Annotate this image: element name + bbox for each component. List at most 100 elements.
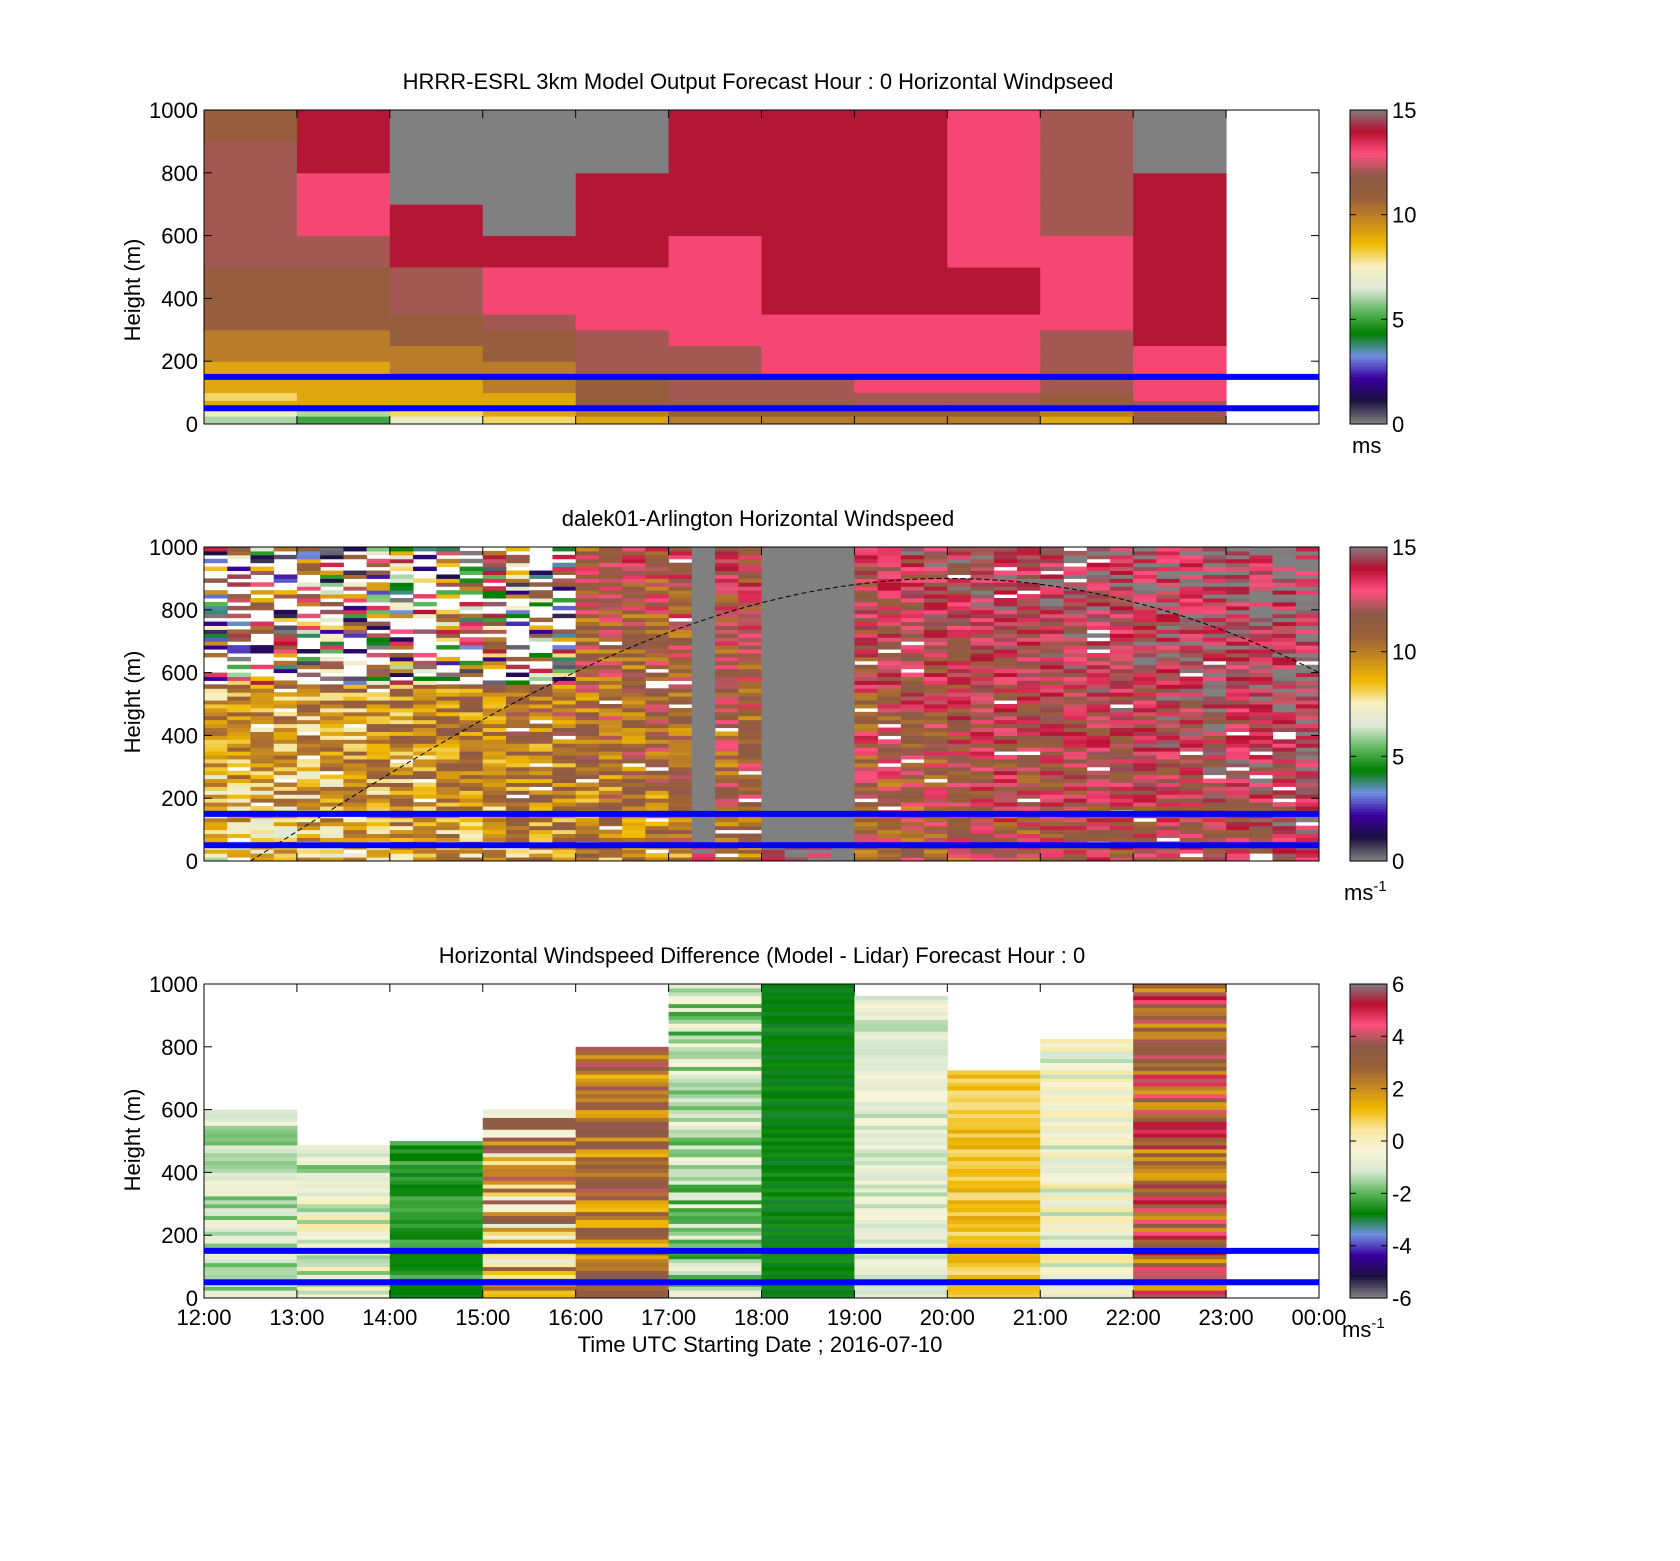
lidar-cell [1156,598,1181,603]
difference-cell [668,1152,762,1158]
colorbar-segment [1350,688,1387,692]
lidar-cell [273,821,298,827]
lidar-cell [993,758,1018,764]
lidar-missing-cell [761,609,786,615]
lidar-cell [715,688,739,693]
lidar-cell [738,821,762,827]
lidar-cell [715,837,739,842]
colorbar-segment [1350,295,1387,299]
lidar-cell [1017,609,1041,615]
lidar-cell [1249,766,1274,772]
lidar-cell [1133,770,1157,776]
lidar-cell [1249,688,1274,693]
difference-cell [854,1062,948,1067]
lidar-cell [877,770,902,776]
lidar-cell [598,802,623,807]
lidar-cell [552,692,577,697]
lidar-cell [1063,664,1088,670]
lidar-cell [320,570,344,575]
lidar-cell [1040,672,1064,678]
lidar-cell [645,672,670,678]
model-cell [854,361,948,378]
panel-model-x-ticks [203,110,1320,424]
lidar-cell [459,625,484,630]
colorbar-segment [1350,704,1387,708]
model-cell [482,392,577,401]
lidar-cell [250,676,275,681]
lidar-cell [459,684,484,689]
lidar-missing-cell [784,707,809,713]
difference-cell [389,1156,484,1162]
lidar-cell [1272,688,1297,693]
difference-cell [947,1192,1041,1197]
lidar-cell [529,837,553,842]
lidar-cell [1272,605,1297,611]
lidar-cell [250,680,275,685]
colorbar-segment [1350,1038,1387,1043]
lidar-cell [900,601,925,607]
lidar-cell [715,582,739,587]
lidar-cell [1156,711,1181,717]
colorbar-segment [1350,615,1387,619]
model-cell [761,110,855,142]
lidar-missing-cell [831,751,855,756]
colorbar-segment [1350,1046,1387,1051]
lidar-cell [1179,605,1204,611]
lidar-cell [947,652,972,658]
difference-cell [668,1109,762,1115]
lidar-cell [993,637,1018,642]
lidar-cell [482,802,507,807]
colorbar-segment [1350,698,1387,702]
lidar-cell [529,821,553,827]
lidar-cell [204,798,228,803]
lidar-cell [947,625,972,630]
lidar-missing-cell [831,719,855,725]
difference-cell [389,1262,484,1268]
difference-cell [668,1231,762,1236]
lidar-cell [924,633,948,638]
lidar-cell [715,586,739,591]
lidar-cell [320,625,344,630]
lidar-cell [900,731,925,736]
difference-cell [761,1290,855,1295]
lidar-cell [854,700,879,705]
colorbar-segment [1350,1120,1387,1124]
difference-cell [761,995,855,1001]
lidar-cell [552,633,577,638]
lidar-cell [273,857,298,862]
lidar-cell [227,735,251,740]
colorbar-segment [1350,693,1387,697]
lidar-cell [1295,806,1320,811]
lidar-cell [924,586,948,591]
lidar-missing-cell [761,778,786,783]
lidar-cell [529,739,553,744]
lidar-cell [389,582,414,587]
difference-cell [204,1188,298,1193]
lidar-cell [970,649,995,654]
colorbar-segment [1350,727,1387,731]
difference-cell [389,1203,484,1209]
lidar-cell [343,790,368,795]
lidar-cell [1179,778,1204,783]
lidar-cell [343,802,368,807]
lidar-missing-cell [691,613,716,619]
lidar-cell [1109,794,1134,799]
lidar-cell [1249,668,1274,674]
difference-cell [854,995,948,1001]
lidar-cell [343,649,368,654]
lidar-cell [1040,582,1064,587]
lidar-cell [436,672,461,678]
lidar-cell [877,668,902,674]
lidar-cell [947,751,972,756]
lidar-cell [1086,590,1111,595]
model-cell [1040,376,1134,394]
lidar-cell [993,727,1018,732]
lidar-cell [970,566,995,572]
lidar-cell [366,700,391,705]
lidar-missing-cell [691,782,716,787]
lidar-cell [296,739,321,744]
lidar-cell [273,853,298,858]
lidar-cell [993,574,1018,579]
lidar-cell [227,821,251,827]
lidar-cell [854,547,879,552]
